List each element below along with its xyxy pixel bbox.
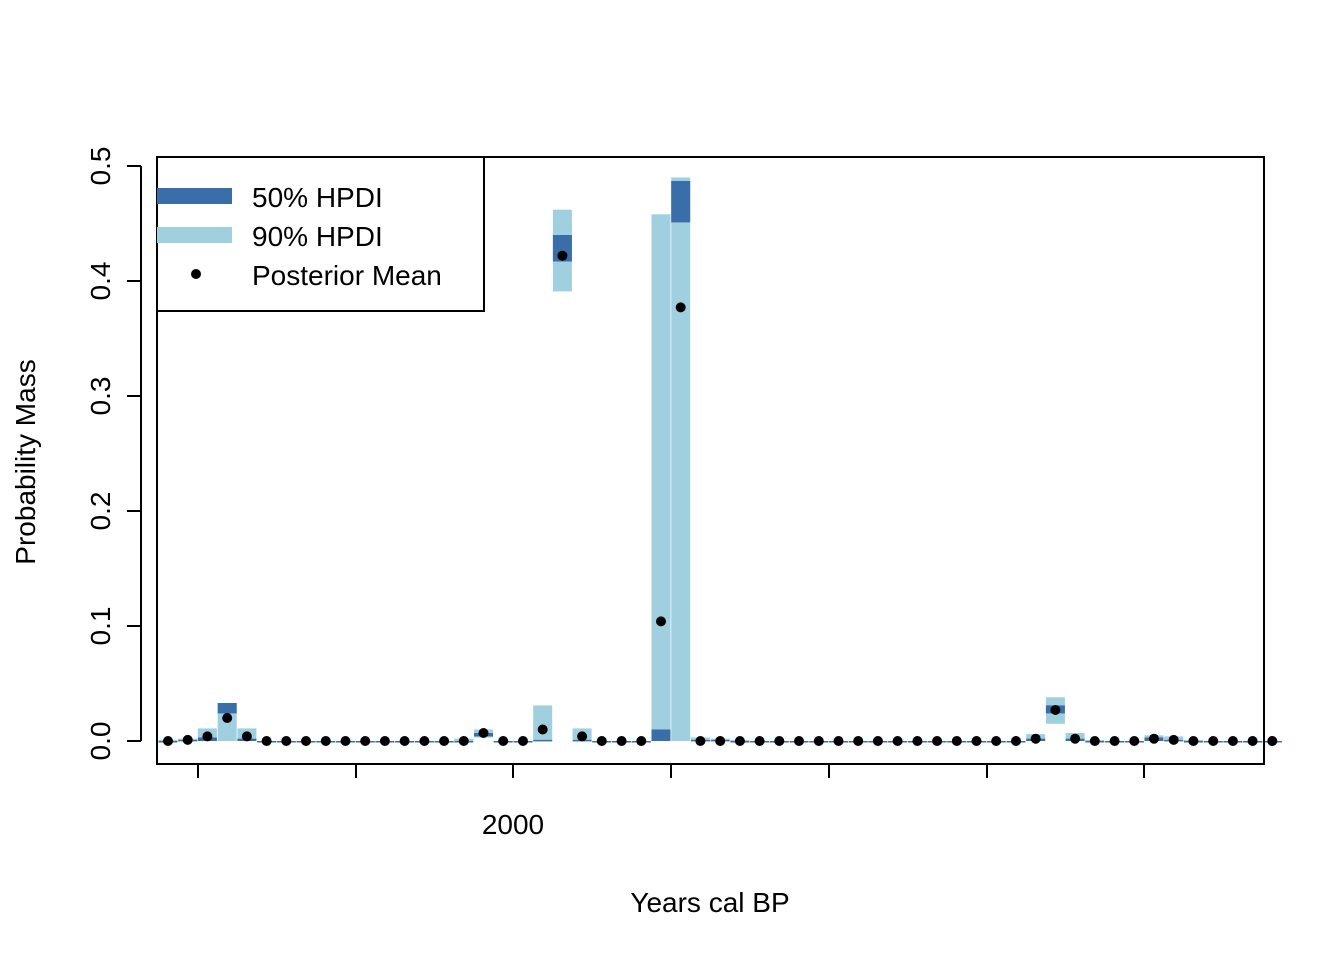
mean-point	[281, 736, 292, 746]
hpdi50-bar	[651, 729, 671, 741]
mean-point	[163, 736, 173, 746]
y-tick-label: 0.0	[85, 722, 116, 761]
mean-point	[360, 736, 371, 746]
x-axis-label: Years cal BP	[630, 887, 789, 918]
mean-point	[419, 736, 430, 746]
legend-label-hpdi90: 90% HPDI	[252, 221, 383, 252]
mean-point	[202, 731, 213, 742]
hpdi50-bar	[671, 181, 691, 223]
y-axis-label: Probability Mass	[10, 359, 41, 564]
mean-point	[1227, 736, 1238, 746]
mean-point	[951, 736, 962, 746]
mean-point	[1149, 733, 1159, 744]
legend-swatch-hpdi50	[157, 188, 232, 204]
mean-point	[872, 736, 883, 746]
mean-point	[458, 736, 469, 746]
mean-point	[892, 736, 903, 746]
mean-point	[774, 736, 785, 746]
mean-point	[596, 736, 607, 746]
mean-point	[379, 736, 390, 746]
mean-point	[182, 734, 193, 745]
y-tick-label: 0.2	[85, 492, 116, 531]
mean-points	[163, 250, 1278, 746]
y-tick-label: 0.4	[85, 262, 116, 301]
y-axis: 0.0 0.1 0.2 0.3 0.4 0.5	[85, 147, 142, 761]
mean-point	[1070, 733, 1081, 744]
y-tick-label: 0.3	[85, 377, 116, 416]
mean-point	[478, 728, 489, 738]
mean-point	[656, 616, 666, 627]
mean-point	[853, 736, 864, 746]
mean-point	[1011, 736, 1021, 746]
mean-point	[794, 736, 804, 746]
hpdi90-bar	[651, 214, 671, 742]
mean-point	[537, 724, 548, 735]
x-axis: 2000	[197, 763, 1145, 840]
mean-point	[399, 736, 410, 746]
mean-point	[439, 736, 450, 746]
mean-point	[715, 736, 726, 746]
mean-point	[498, 736, 509, 746]
legend-swatch-mean	[191, 269, 201, 279]
mean-point	[695, 736, 706, 746]
mean-point	[1267, 736, 1278, 746]
mean-point	[320, 736, 331, 746]
legend-label-hpdi50: 50% HPDI	[252, 182, 383, 213]
mean-point	[1188, 736, 1199, 746]
mean-point	[301, 736, 311, 746]
x-tick-label: 2000	[482, 809, 544, 840]
mean-point	[991, 736, 1002, 746]
mean-point	[1208, 736, 1219, 746]
mean-point	[1168, 734, 1179, 745]
mean-point	[932, 736, 943, 746]
mean-point	[222, 713, 233, 723]
hpdi50-bar	[533, 739, 553, 742]
hpdi90-bar	[671, 177, 691, 741]
mean-point	[241, 731, 252, 742]
mean-point	[754, 736, 765, 746]
mean-point	[557, 250, 568, 261]
mean-point	[1129, 736, 1140, 746]
legend-label-mean: Posterior Mean	[252, 260, 442, 291]
mean-point	[1050, 705, 1061, 715]
mean-point	[813, 736, 824, 746]
mean-point	[675, 302, 686, 313]
mean-point	[912, 736, 923, 746]
mean-point	[1109, 736, 1120, 746]
mean-point	[261, 736, 272, 746]
mean-point	[577, 731, 588, 742]
mean-point	[518, 736, 528, 746]
mean-point	[1247, 736, 1258, 746]
mean-point	[340, 736, 351, 746]
y-tick-label: 0.1	[85, 607, 116, 646]
mean-point	[636, 736, 647, 746]
mean-point	[734, 736, 745, 746]
y-tick-label: 0.5	[85, 147, 116, 186]
mean-point	[616, 736, 627, 746]
mean-point	[1030, 733, 1041, 744]
mean-point	[1089, 736, 1100, 746]
legend-swatch-hpdi90	[157, 227, 232, 243]
hpdi90-bar	[533, 705, 553, 741]
mean-point	[971, 736, 982, 746]
legend: 50% HPDI 90% HPDI Posterior Mean	[156, 156, 485, 312]
hpdi50-bar	[217, 703, 237, 714]
mean-point	[833, 736, 844, 746]
